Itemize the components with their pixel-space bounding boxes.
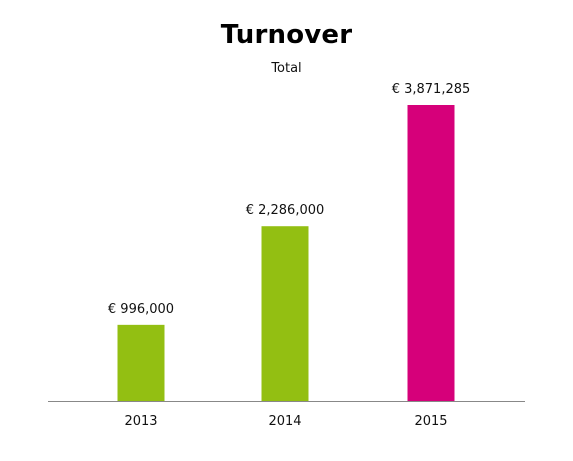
data-label-2014: € 2,286,000 bbox=[246, 203, 325, 218]
data-label-2013: € 996,000 bbox=[108, 302, 174, 317]
bar-2014 bbox=[261, 226, 309, 401]
data-label-2015: € 3,871,285 bbox=[392, 82, 471, 97]
bar-2015 bbox=[407, 105, 455, 401]
x-tick-label-2015: 2015 bbox=[414, 414, 447, 429]
x-tick-label-2013: 2013 bbox=[124, 414, 157, 429]
bar-2013 bbox=[117, 324, 165, 401]
chart-title: Turnover bbox=[220, 20, 353, 50]
chart-subtitle: Total bbox=[271, 61, 302, 76]
x-tick-label-2014: 2014 bbox=[268, 414, 301, 429]
